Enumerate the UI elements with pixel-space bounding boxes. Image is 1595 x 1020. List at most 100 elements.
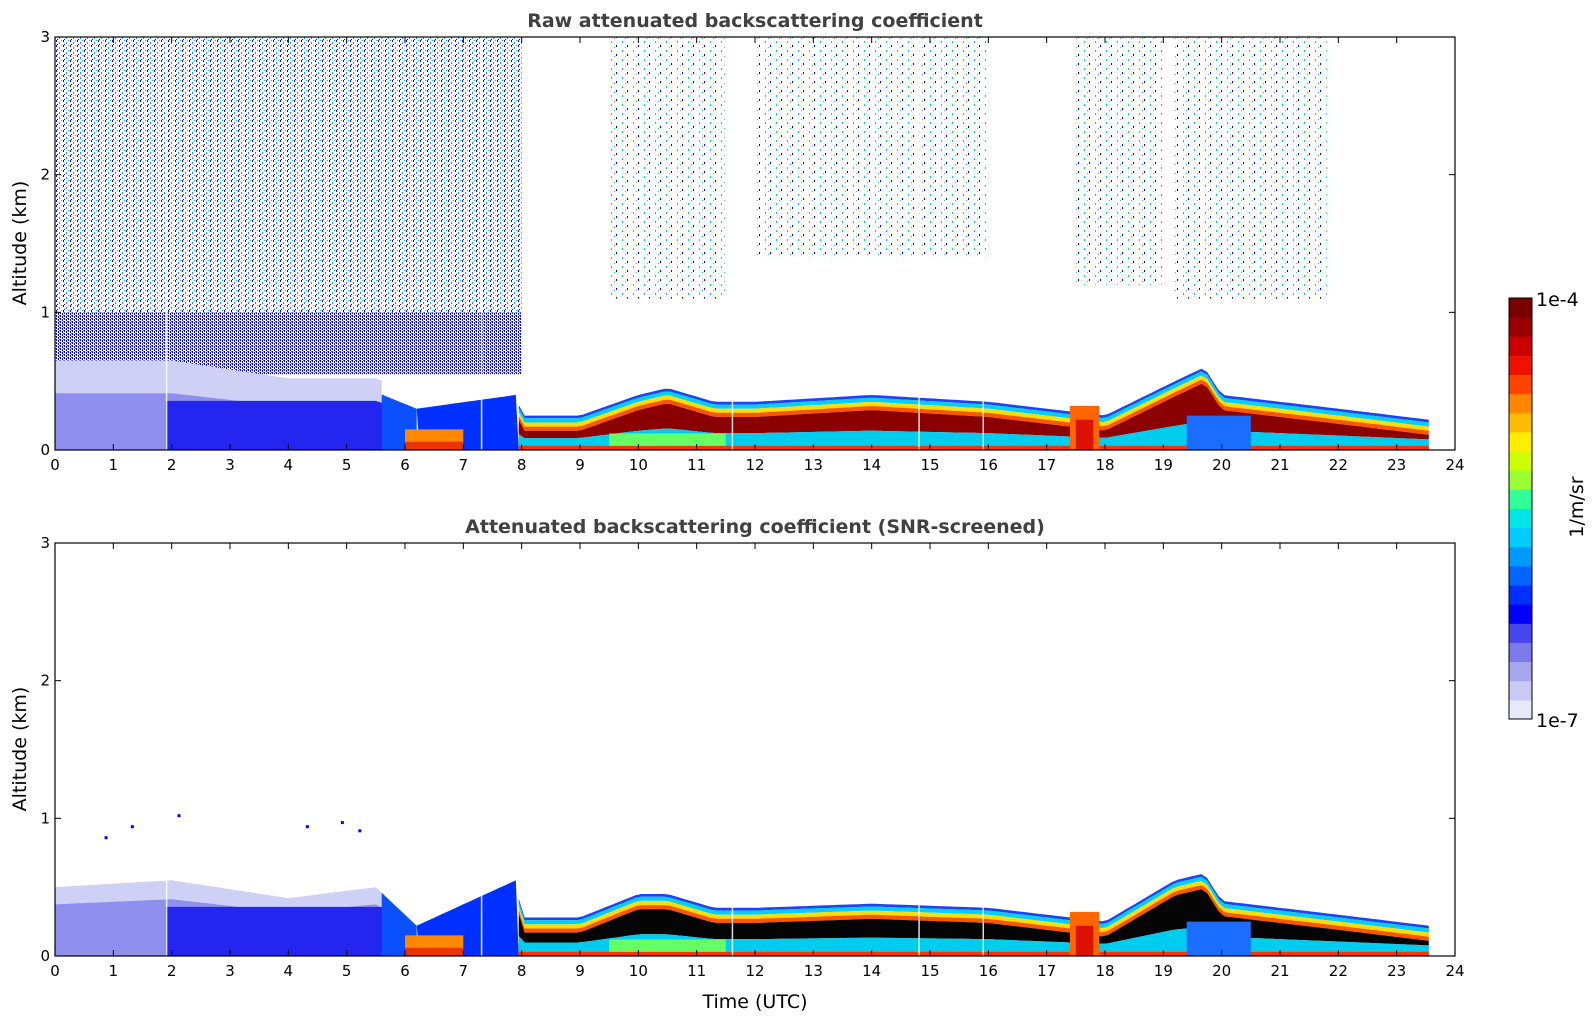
x-tick-label: 14 [862,456,881,474]
y-axis-label: Altitude (km) [9,687,31,812]
data-gap [165,543,168,956]
x-tick-label: 7 [459,456,469,474]
colorbar-cell [1509,470,1532,490]
data-gap [918,543,920,956]
data-point [130,825,134,829]
data-gap [731,543,734,956]
colorbar-max-label: 1e-4 [1536,289,1579,311]
data-gap [165,37,168,450]
colorbar-cell [1509,431,1532,452]
x-tick-label: 3 [225,962,235,980]
noise-region [1175,37,1327,299]
colorbar-cell [1509,565,1532,586]
colorbar-cell [1509,412,1532,433]
colorbar-cell [1509,355,1532,376]
noise-region [1075,37,1164,285]
x-tick-label: 1 [109,962,119,980]
x-tick-label: 10 [629,962,648,980]
x-tick-label: 22 [1329,962,1348,980]
y-tick-label: 2 [40,672,50,690]
x-tick-label: 18 [1095,456,1114,474]
x-tick-label: 23 [1387,962,1406,980]
y-axis: 0 1 2 3 [40,534,1455,965]
colorbar-units-label: 1/m/sr [1566,476,1588,537]
colorbar-cell [1509,336,1532,356]
x-axis: 0 1 2 3 4 5 6 7 8 9 10 11 12 13 14 15 16 17 18 19 20 21 22 23 24 [50,37,1465,474]
x-tick-label: 11 [687,456,706,474]
heatmap-screened [55,543,1429,956]
x-tick-label: 15 [920,456,939,474]
x-tick-label: 21 [1270,456,1289,474]
colorbar-cell [1509,489,1532,509]
x-tick-label: 21 [1270,962,1289,980]
x-tick-label: 0 [50,456,60,474]
x-tick-label: 18 [1095,962,1114,980]
data-point [340,821,344,825]
y-tick-label: 3 [40,534,50,552]
aerosol-layer [165,906,405,956]
data-gap [480,543,483,956]
lower-layer [1186,921,1251,956]
x-tick-label: 19 [1154,456,1173,474]
colorbar-cell [1509,317,1532,337]
surface-layer [518,445,1429,450]
heatmap-raw [55,37,1429,450]
x-tick-label: 12 [745,962,764,980]
panel-raw: Raw attenuated backscattering coefficien… [9,10,1465,474]
x-tick-label: 23 [1387,456,1406,474]
warm-layer [405,441,464,450]
colorbar-cell [1509,527,1532,548]
colorbar-cell [1509,298,1532,318]
colorbar-cell [1509,661,1532,682]
x-tick-label: 20 [1212,962,1231,980]
y-tick-label: 0 [40,441,50,459]
data-gap [982,37,984,450]
x-tick-label: 6 [400,962,410,980]
x-tick-label: 11 [687,962,706,980]
x-tick-label: 6 [400,456,410,474]
x-tick-label: 19 [1154,962,1173,980]
colorbar: 1e-4 1e-7 1/m/sr [1508,289,1588,732]
colorbar-cell [1509,393,1532,414]
y-tick-label: 3 [40,28,50,46]
x-tick-label: 5 [342,962,352,980]
data-point [104,836,108,840]
x-tick-label: 8 [517,456,527,474]
colorbar-cell [1509,451,1532,471]
aerosol-layer [165,400,405,450]
data-gap [731,37,734,450]
x-tick-label: 2 [167,456,177,474]
colorbar-cell [1509,585,1532,605]
x-tick-label: 5 [342,456,352,474]
noise-region [55,37,522,313]
colorbar-scale [1509,298,1532,720]
x-tick-label: 24 [1445,456,1464,474]
x-tick-label: 7 [459,962,469,980]
x-axis: 0 1 2 3 4 5 6 7 8 9 10 11 12 13 14 15 16 17 18 19 20 21 22 23 24 [50,543,1465,980]
x-axis-label: Time (UTC) [701,991,807,1013]
x-tick-label: 10 [629,456,648,474]
x-tick-label: 20 [1212,456,1231,474]
x-tick-label: 14 [862,962,881,980]
colorbar-min-label: 1e-7 [1536,710,1579,732]
colorbar-cell [1509,604,1532,624]
y-axis-label: Altitude (km) [9,181,31,306]
x-tick-label: 16 [979,456,998,474]
x-tick-label: 16 [979,962,998,980]
y-tick-label: 1 [40,809,50,827]
chart-title: Raw attenuated backscattering coefficien… [527,10,983,32]
data-point [177,814,181,818]
plot-area [54,542,1456,957]
data-point [305,825,309,829]
x-tick-label: 3 [225,456,235,474]
layer-core [518,383,1429,440]
x-tick-label: 15 [920,962,939,980]
x-tick-label: 13 [804,456,823,474]
colorbar-cell [1509,642,1532,663]
x-tick-label: 9 [575,962,585,980]
colorbar-cell [1509,623,1532,643]
y-tick-label: 0 [40,947,50,965]
x-tick-label: 8 [517,962,527,980]
colorbar-cell [1509,374,1532,395]
